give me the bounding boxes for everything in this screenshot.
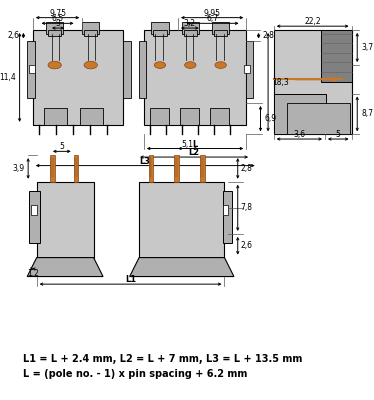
Bar <box>29 191 40 243</box>
Bar <box>287 103 350 134</box>
Bar <box>139 182 224 258</box>
Text: 3,2: 3,2 <box>183 19 195 28</box>
Text: L: L <box>193 140 198 148</box>
Text: 9,75: 9,75 <box>49 9 66 18</box>
Polygon shape <box>27 258 103 276</box>
Text: L3: L3 <box>139 156 150 166</box>
Bar <box>123 41 131 98</box>
Bar <box>29 65 35 73</box>
Text: 2,8: 2,8 <box>240 164 252 173</box>
Text: 3: 3 <box>55 19 60 28</box>
Text: 3,7: 3,7 <box>361 43 373 52</box>
Bar <box>148 155 153 182</box>
Bar <box>144 30 246 125</box>
Bar <box>244 65 250 73</box>
Bar <box>150 108 169 125</box>
Bar <box>46 22 63 34</box>
Text: L1 = L + 2.4 mm, L2 = L + 7 mm, L3 = L + 13.5 mm: L1 = L + 2.4 mm, L2 = L + 7 mm, L3 = L +… <box>24 354 303 364</box>
Text: L1: L1 <box>125 275 136 284</box>
Bar <box>223 191 232 243</box>
Text: 5,1: 5,1 <box>181 140 193 148</box>
Text: 22,2: 22,2 <box>304 17 321 26</box>
Bar <box>44 108 67 125</box>
Text: 2,8: 2,8 <box>263 31 274 40</box>
Text: 6,7: 6,7 <box>206 14 218 23</box>
Bar <box>200 155 205 182</box>
Bar <box>33 30 123 125</box>
Text: L2: L2 <box>188 148 200 157</box>
Bar <box>80 108 103 125</box>
Text: 2,6: 2,6 <box>240 241 252 250</box>
Bar <box>210 108 229 125</box>
Bar <box>184 30 197 36</box>
Text: 3,9: 3,9 <box>12 164 24 173</box>
Text: L = (pole no. - 1) x pin spacing + 6.2 mm: L = (pole no. - 1) x pin spacing + 6.2 m… <box>24 368 248 378</box>
Bar <box>153 30 166 36</box>
Text: 8,7: 8,7 <box>361 110 373 118</box>
Bar <box>174 155 179 182</box>
Bar <box>151 22 169 34</box>
Ellipse shape <box>154 62 166 68</box>
Text: 5: 5 <box>59 142 64 151</box>
Bar <box>182 22 199 34</box>
Bar <box>212 22 229 34</box>
Text: 9,95: 9,95 <box>203 9 221 18</box>
Text: 2,6: 2,6 <box>7 31 19 40</box>
Text: 6,5: 6,5 <box>52 14 64 23</box>
Bar <box>48 30 61 36</box>
Bar <box>82 22 99 34</box>
Bar <box>223 206 228 215</box>
Bar <box>74 155 79 182</box>
Text: 6,9: 6,9 <box>264 114 276 123</box>
Ellipse shape <box>185 62 196 68</box>
Bar <box>50 155 55 182</box>
Bar <box>84 30 97 36</box>
Bar <box>214 30 227 36</box>
Text: 1,2: 1,2 <box>27 269 39 278</box>
Text: 3,6: 3,6 <box>293 130 306 139</box>
Bar <box>321 30 352 82</box>
Bar <box>180 108 199 125</box>
Text: 18,3: 18,3 <box>272 78 289 87</box>
Polygon shape <box>130 258 234 276</box>
Ellipse shape <box>84 61 97 69</box>
Bar <box>27 41 35 98</box>
Ellipse shape <box>48 61 61 69</box>
Bar <box>139 41 146 98</box>
Bar <box>274 30 352 134</box>
Bar <box>37 182 94 258</box>
Text: 11,4: 11,4 <box>0 73 16 82</box>
Bar <box>274 94 326 134</box>
Text: 7,8: 7,8 <box>240 203 252 212</box>
Text: 5: 5 <box>336 130 341 139</box>
Bar <box>31 206 37 215</box>
Bar <box>246 41 253 98</box>
Ellipse shape <box>215 62 226 68</box>
